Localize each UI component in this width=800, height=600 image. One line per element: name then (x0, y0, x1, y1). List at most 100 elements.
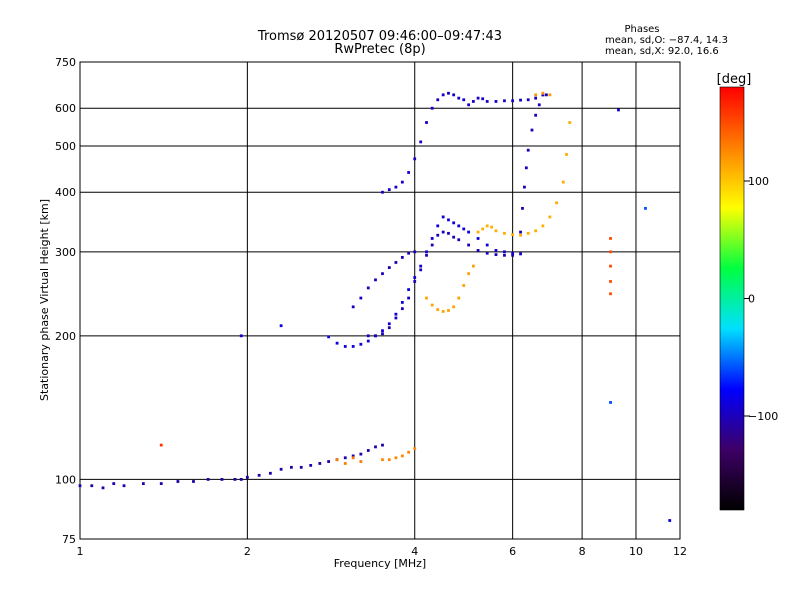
data-point (394, 261, 398, 264)
data-point (268, 471, 272, 475)
data-point (351, 454, 355, 458)
y-tick-label: 200 (55, 330, 76, 343)
data-point (289, 465, 293, 469)
data-point (467, 243, 471, 247)
data-point (239, 478, 243, 481)
data-point (441, 215, 445, 219)
colorbar-ticks: 100 0 −100 (744, 175, 778, 423)
y-tick-labels: 75 100 200 300 400 500 600 750 (55, 56, 76, 546)
data-point (400, 180, 404, 184)
phases-o-stats: mean, sd,O: −87.4, 14.3 (605, 35, 728, 46)
data-point (400, 307, 404, 311)
data-point (400, 454, 404, 458)
data-point (407, 288, 411, 291)
data-point (467, 230, 471, 234)
data-point (327, 335, 331, 339)
data-point (523, 185, 526, 189)
data-point (476, 249, 480, 252)
data-point (519, 230, 522, 234)
data-point (359, 342, 363, 346)
data-point (78, 484, 82, 488)
data-point (387, 458, 391, 462)
data-point (441, 310, 445, 313)
data-point (366, 286, 370, 290)
data-point (381, 332, 384, 336)
data-point (206, 478, 210, 481)
data-point (452, 235, 456, 239)
data-point (481, 97, 485, 101)
data-point (503, 253, 506, 257)
data-point (425, 250, 428, 254)
data-point (159, 443, 163, 447)
data-point (485, 224, 489, 228)
data-point (467, 272, 471, 276)
data-point (425, 121, 428, 124)
data-point (511, 99, 515, 103)
data-points (78, 91, 672, 522)
data-point (413, 280, 417, 283)
x-tick-label: 4 (411, 545, 418, 558)
data-point (436, 224, 440, 228)
phases-x-stats: mean, sd,X: 92.0, 16.6 (605, 46, 719, 57)
data-point (400, 301, 404, 304)
data-point (407, 171, 411, 174)
data-point (413, 250, 417, 254)
data-point (511, 233, 515, 236)
data-point (548, 215, 552, 219)
data-point (387, 188, 391, 192)
x-tick-label: 10 (629, 545, 643, 558)
data-point (430, 303, 434, 307)
data-point (457, 238, 461, 242)
data-point (457, 224, 461, 228)
data-point (245, 475, 249, 479)
data-point (503, 250, 506, 254)
data-point (485, 251, 489, 255)
data-point (534, 229, 538, 233)
data-point (476, 96, 480, 100)
data-point (457, 96, 461, 100)
grid (80, 62, 680, 539)
data-point (541, 91, 545, 95)
data-point (541, 93, 545, 97)
data-point (381, 272, 384, 276)
data-point (447, 231, 450, 235)
data-point (381, 190, 384, 194)
data-point (462, 227, 466, 231)
data-point (419, 268, 423, 272)
data-point (609, 264, 612, 268)
data-point (441, 230, 445, 234)
x-axis-label: Frequency [MHz] (334, 557, 426, 570)
data-point (609, 401, 612, 404)
x-tick-label: 12 (673, 545, 687, 558)
data-point (476, 237, 480, 240)
data-point (419, 264, 423, 268)
data-point (366, 339, 370, 343)
colorbar-tick-label: 0 (748, 293, 755, 306)
data-point (462, 98, 466, 102)
data-point (519, 252, 522, 256)
data-point (668, 519, 672, 522)
data-point (526, 148, 530, 152)
data-point (430, 243, 434, 247)
data-point (176, 480, 180, 483)
data-point (381, 329, 384, 333)
data-point (447, 218, 450, 222)
data-point (318, 462, 322, 465)
data-point (544, 93, 548, 97)
data-point (561, 180, 565, 184)
y-tick-label: 750 (55, 56, 76, 69)
y-tick-label: 100 (55, 473, 76, 486)
data-point (494, 229, 498, 233)
data-point (511, 251, 515, 255)
x-tick-label: 8 (579, 545, 586, 558)
data-point (413, 157, 417, 161)
data-point (413, 276, 417, 279)
data-point (430, 106, 434, 110)
data-point (490, 225, 494, 229)
data-point (112, 482, 116, 485)
data-point (526, 231, 530, 235)
x-tick-label: 2 (244, 545, 251, 558)
data-point (239, 334, 243, 338)
data-point (394, 312, 398, 316)
